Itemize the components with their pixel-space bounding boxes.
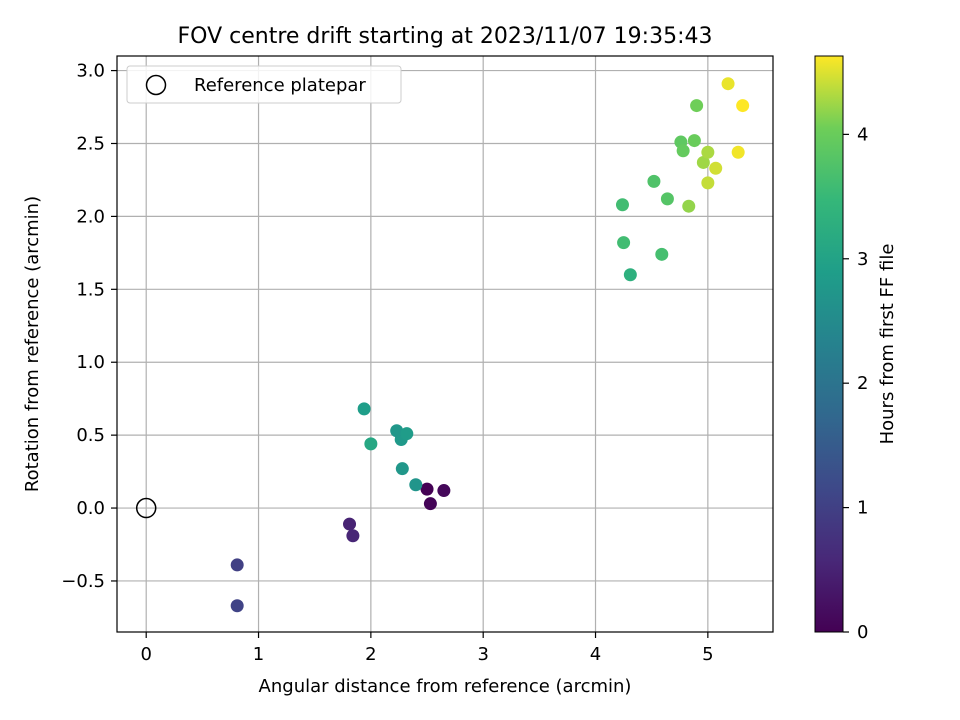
y-tick-label: 3.0 bbox=[76, 61, 105, 82]
data-point bbox=[230, 558, 244, 572]
data-point bbox=[655, 247, 669, 261]
data-point bbox=[400, 427, 414, 441]
x-tick-label: 3 bbox=[477, 644, 488, 665]
colorbar-tick-label: 4 bbox=[857, 124, 868, 145]
data-point bbox=[690, 99, 704, 113]
data-point bbox=[682, 199, 696, 213]
data-point bbox=[736, 99, 750, 113]
x-tick-label: 5 bbox=[702, 644, 713, 665]
data-point bbox=[721, 77, 735, 91]
legend-marker-open-circle bbox=[145, 74, 167, 96]
y-tick-label: 2.0 bbox=[76, 206, 105, 227]
colorbar-ticks: 0 1 2 3 4 bbox=[843, 124, 868, 643]
y-tick-label: −0.5 bbox=[61, 571, 105, 592]
x-tick-label: 4 bbox=[590, 644, 601, 665]
colorbar-tick-label: 3 bbox=[857, 249, 868, 270]
x-tick-label: 0 bbox=[140, 644, 151, 665]
colorbar-label: Hours from first FF file bbox=[877, 244, 898, 445]
data-point bbox=[423, 497, 437, 511]
colorbar: 0 1 2 3 4 Hours from first FF file bbox=[814, 55, 898, 643]
x-tick-label: 1 bbox=[253, 644, 264, 665]
legend-label: Reference platepar bbox=[194, 75, 366, 96]
chart-title: FOV centre drift starting at 2023/11/07 … bbox=[178, 24, 713, 49]
data-point bbox=[409, 478, 423, 492]
data-point bbox=[676, 144, 690, 158]
data-point bbox=[623, 268, 637, 282]
data-point bbox=[346, 529, 360, 543]
data-point bbox=[696, 155, 710, 169]
legend: Reference platepar bbox=[126, 65, 402, 104]
colorbar-tick-label: 0 bbox=[857, 622, 868, 643]
legend-box bbox=[126, 65, 402, 104]
x-axis-label: Angular distance from reference (arcmin) bbox=[259, 676, 632, 697]
data-point bbox=[647, 174, 661, 188]
colorbar-tick-label: 2 bbox=[857, 373, 868, 394]
colorbar-gradient bbox=[814, 55, 844, 633]
x-tick-label: 2 bbox=[365, 644, 376, 665]
y-tick-label: 1.0 bbox=[76, 352, 105, 373]
data-point bbox=[357, 402, 371, 416]
plot-frame bbox=[116, 55, 774, 633]
data-point bbox=[709, 161, 723, 175]
data-point bbox=[364, 437, 378, 451]
y-tick-label: 0.0 bbox=[76, 498, 105, 519]
data-point bbox=[343, 517, 357, 531]
y-tick-label: 1.5 bbox=[76, 279, 105, 300]
axis-ticks: 0 1 2 3 4 5 −0.5 0.0 0.5 1.0 1.5 2.0 2.5 3.0 bbox=[61, 61, 713, 665]
data-point bbox=[660, 192, 674, 206]
y-axis-label: Rotation from reference (arcmin) bbox=[22, 196, 43, 492]
data-point bbox=[420, 482, 434, 496]
data-point bbox=[701, 176, 715, 190]
data-point bbox=[230, 599, 244, 613]
data-point bbox=[617, 236, 631, 250]
data-point bbox=[390, 424, 404, 438]
reference-point-marker bbox=[135, 497, 157, 519]
y-tick-label: 2.5 bbox=[76, 133, 105, 154]
data-point bbox=[731, 145, 745, 159]
y-tick-label: 0.5 bbox=[76, 425, 105, 446]
colorbar-tick-label: 1 bbox=[857, 498, 868, 519]
data-point bbox=[437, 484, 451, 498]
data-point bbox=[615, 198, 629, 212]
data-point bbox=[395, 462, 409, 476]
data-points bbox=[135, 77, 750, 613]
data-point bbox=[701, 145, 715, 159]
data-point bbox=[687, 134, 701, 148]
